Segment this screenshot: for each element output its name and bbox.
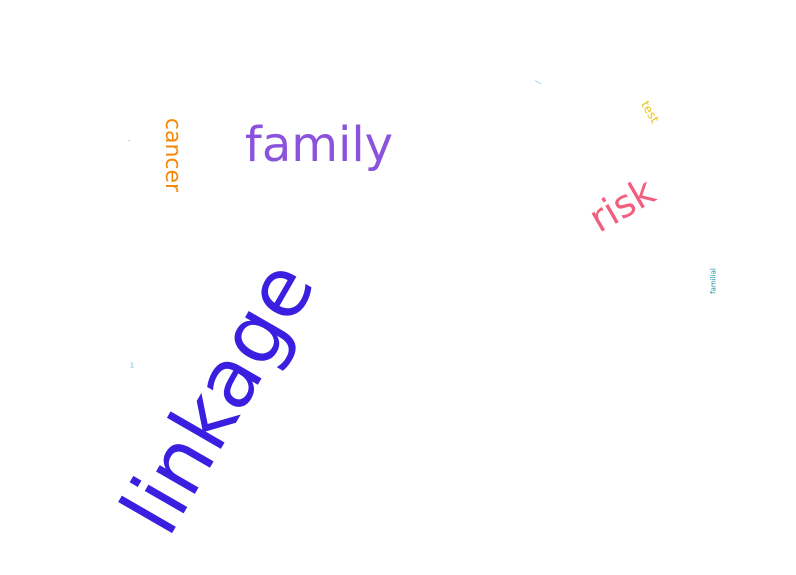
tiny-word-fragment [128,140,130,141]
word-family: family [244,117,394,173]
word-risk: risk [581,168,663,242]
word-cancer: cancer [160,117,185,193]
word-1: 1 [129,361,135,370]
word-familial: familial [709,268,718,294]
tiny-word-fragment [534,80,542,85]
word-linkage: linkage [103,245,334,550]
word-test: test [638,98,662,126]
